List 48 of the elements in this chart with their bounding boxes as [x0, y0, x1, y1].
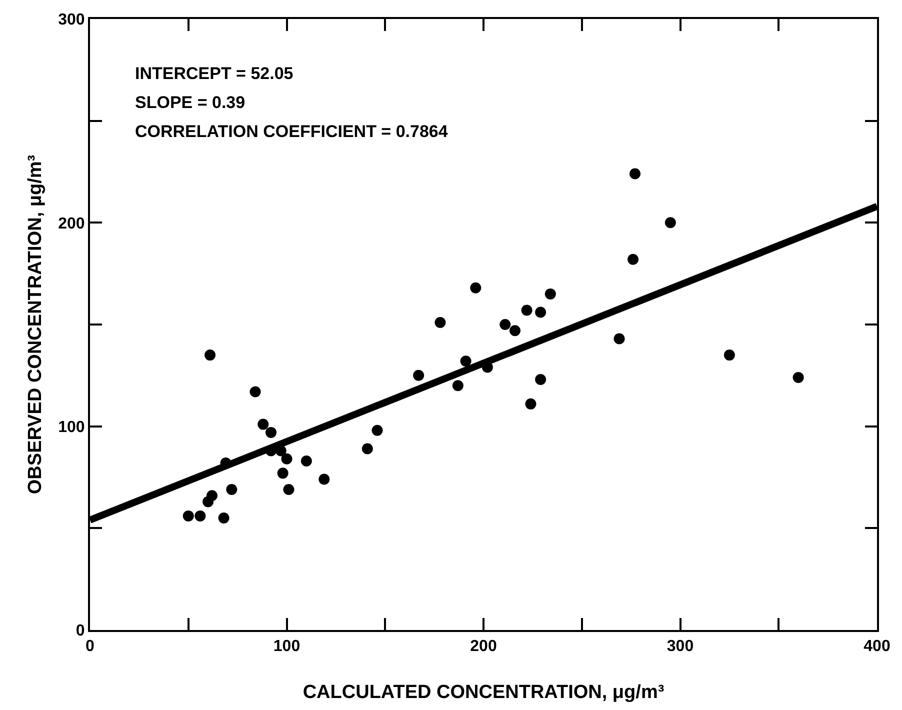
- annotation: SLOPE = 0.39: [135, 93, 246, 112]
- point: [630, 168, 640, 180]
- point: [525, 398, 536, 410]
- point: [281, 453, 292, 464]
- x-axis-title: CALCULATED CONCENTRATION, μg/m³: [302, 682, 664, 703]
- point: [204, 350, 216, 361]
- point: [275, 445, 286, 456]
- point: [509, 325, 520, 336]
- annotation: INTERCEPT = 52.05: [135, 64, 294, 83]
- point: [318, 474, 330, 485]
- annotation: CORRELATION COEFFICIENT = 0.7864: [135, 122, 448, 141]
- y-tick-label: 100: [58, 418, 85, 436]
- point: [470, 282, 482, 294]
- point: [202, 496, 214, 508]
- point: [250, 386, 261, 398]
- point: [300, 455, 312, 466]
- point: [535, 374, 546, 385]
- point: [452, 380, 464, 392]
- point: [413, 370, 424, 381]
- point: [664, 217, 676, 228]
- point: [434, 316, 446, 328]
- y-axis-title: OBSERVED CONCENTRATION, μg/m³: [25, 154, 46, 494]
- x-tick-label: 300: [666, 638, 694, 656]
- point: [535, 306, 546, 318]
- point: [544, 288, 556, 300]
- point: [283, 484, 294, 495]
- point: [226, 484, 238, 495]
- point: [218, 512, 230, 524]
- point: [182, 510, 194, 522]
- point: [460, 356, 472, 367]
- point: [258, 418, 269, 430]
- point: [614, 333, 625, 344]
- point: [792, 372, 804, 383]
- point: [628, 254, 639, 265]
- y-tick-label: 200: [58, 215, 85, 232]
- point: [277, 468, 288, 479]
- point: [266, 426, 277, 438]
- y-tick-label: 300: [58, 12, 85, 29]
- point: [500, 319, 511, 330]
- x-tick-label: 100: [273, 638, 300, 656]
- point: [372, 424, 383, 436]
- x-tick-label: 200: [470, 638, 497, 656]
- point: [362, 443, 373, 454]
- point: [521, 304, 532, 316]
- x-tick-label: 400: [864, 638, 890, 656]
- point: [194, 510, 206, 522]
- point: [724, 350, 735, 361]
- y-tick-label: 0: [76, 622, 85, 640]
